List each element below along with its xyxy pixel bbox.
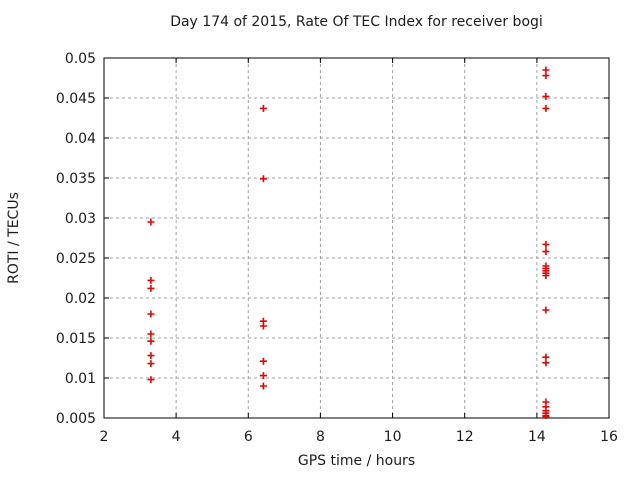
y-tick-label: 0.005 [56, 411, 96, 427]
data-points [147, 66, 550, 419]
y-tick-label: 0.015 [56, 331, 96, 347]
y-axis-label: ROTI / TECUs [6, 192, 22, 284]
x-tick-label: 8 [316, 429, 325, 445]
y-tick-label: 0.035 [56, 171, 96, 187]
y-tick-label: 0.05 [65, 51, 96, 67]
x-axis-label: GPS time / hours [297, 453, 416, 469]
x-tick-label: 6 [244, 429, 253, 445]
y-tick-label: 0.01 [65, 371, 96, 387]
y-tick-label: 0.045 [56, 91, 96, 107]
x-tick-label: 4 [172, 429, 181, 445]
x-tick-label: 12 [456, 429, 474, 445]
grid-lines [104, 58, 609, 418]
x-tick-label: 14 [528, 429, 546, 445]
plot-border-and-ticks [103, 57, 610, 419]
chart-title: Day 174 of 2015, Rate Of TEC Index for r… [170, 14, 543, 30]
y-tick-label: 0.025 [56, 251, 96, 267]
y-tick-label: 0.03 [65, 211, 96, 227]
y-tick-label: 0.02 [65, 291, 96, 307]
x-tick-labels: 2 4 6 8 10 12 14 16 [100, 429, 618, 445]
x-tick-label: 10 [384, 429, 402, 445]
x-tick-label: 16 [600, 429, 618, 445]
x-tick-label: 2 [100, 429, 109, 445]
y-tick-labels: 0.005 0.01 0.015 0.02 0.025 0.03 0.035 0.04 0.04… [56, 51, 96, 427]
y-tick-label: 0.04 [65, 131, 96, 147]
